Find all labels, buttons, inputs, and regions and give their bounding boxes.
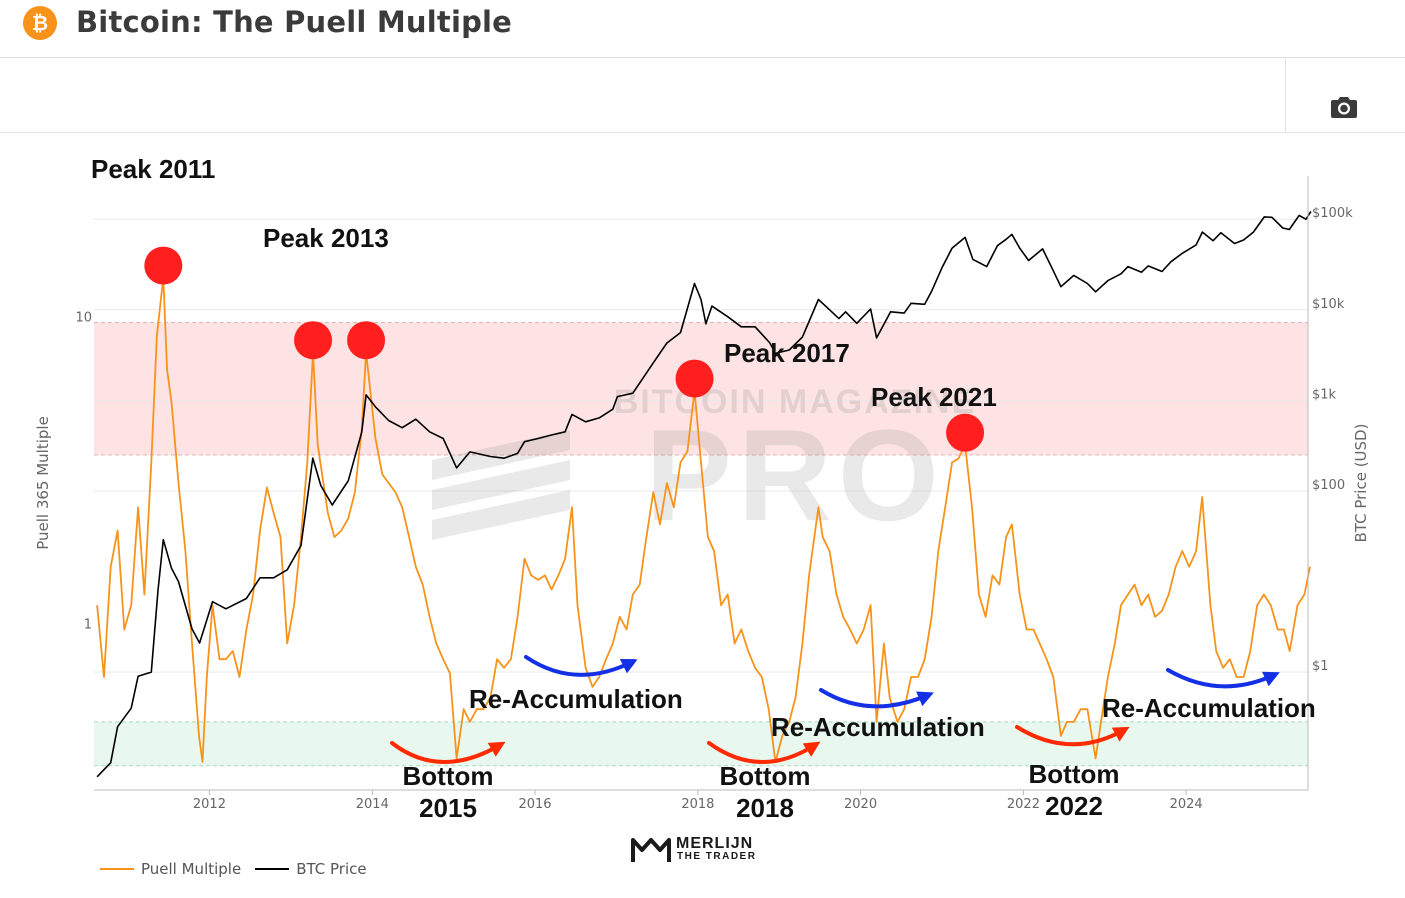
arrow-bottom-2015 [390,741,506,764]
peak-marker-peak-2021 [946,413,985,452]
annotations: Peak 2011 Peak 2013 Peak 2017 Peak 2021 … [91,154,1316,823]
toolbar-divider [1285,58,1286,133]
arrow-reaccumulation-2020 [819,688,934,709]
page-header: ₿ Bitcoin: The Puell Multiple [0,0,1405,58]
label-reaccumulation-2016: Re-Accumulation [469,684,683,714]
merlijn-credit: MERLIJN THE TRADER [630,833,780,867]
legend-item-price[interactable]: BTC Price [255,860,367,878]
y-right-tick-label: $100 [1312,478,1345,493]
label-bottom-2022: Bottom [1029,759,1120,789]
x-tick-label: 2024 [1170,797,1203,812]
y-right-tick-label: $10k [1312,297,1345,312]
peak-marker-peak-2013-b [347,321,386,360]
legend-swatch-price [255,868,290,870]
x-axis-ticks: 2012 2014 2016 2018 2020 2022 2024 [193,790,1203,812]
y-left-tick-label: 1 [84,617,92,632]
chart-legend: Puell Multiple BTC Price [100,860,381,878]
merlijn-logo-icon [631,838,671,862]
merlijn-name: MERLIJN [676,835,754,852]
y-right-tick-label: $1k [1312,387,1337,402]
puell-chart: BITCOIN MAGAZINE PRO 2012 2014 2016 2018 202… [34,154,1370,823]
svg-text:₿: ₿ [32,11,48,35]
legend-item-puell[interactable]: Puell Multiple [100,860,241,878]
legend-label-puell: Puell Multiple [141,860,242,878]
label-peak-2013: Peak 2013 [263,223,389,253]
watermark-text-bottom: PRO [645,402,945,548]
gridlines [94,218,1308,673]
bitcoin-logo-icon: ₿ [23,6,57,40]
peak-marker-peak-2013-a [294,321,333,360]
merlijn-subtitle: THE TRADER [677,851,757,862]
btc-price-line [96,210,1312,778]
watermark: BITCOIN MAGAZINE PRO [432,383,977,548]
x-tick-label: 2012 [193,797,226,812]
x-tick-label: 2022 [1007,797,1040,812]
label-bottom-2018: Bottom [720,761,811,791]
label-peak-2011: Peak 2011 [91,154,215,184]
x-tick-label: 2020 [844,797,877,812]
legend-label-price: BTC Price [296,860,367,878]
x-tick-label: 2014 [356,797,389,812]
camera-icon[interactable] [1329,94,1359,120]
arrow-reaccumulation-2024 [1166,668,1280,689]
band-borders [94,321,1308,767]
arrow-reaccumulation-2016 [524,655,638,677]
label-peak-2021: Peak 2021 [871,382,997,412]
y-axis-right-label: BTC Price (USD) [1352,424,1370,543]
label-bottom-2015-year: 2015 [419,793,477,823]
arrow-bottom-2018 [707,741,821,764]
puell-multiple-line [96,276,1311,763]
annotation-arrows [390,655,1280,764]
page-title: Bitcoin: The Puell Multiple [76,5,513,39]
label-bottom-2018-year: 2018 [736,793,794,823]
chart-toolbar [0,58,1405,133]
peak-markers [144,246,985,452]
label-bottom-2022-year: 2022 [1045,791,1103,821]
axes [94,176,1309,791]
legend-swatch-puell [100,868,134,870]
label-bottom-2015: Bottom [403,761,494,791]
peak-marker-peak-2017 [675,359,714,398]
x-tick-label: 2016 [518,797,551,812]
left-axis-ticks: 10 1 [75,310,92,632]
watermark-logo-icon [432,430,570,540]
peak-marker-peak-2011 [144,246,183,285]
label-reaccumulation-2024: Re-Accumulation [1102,693,1316,723]
right-axis-ticks: $100k $10k $1k $100 $1 [1312,206,1353,674]
y-right-tick-label: $100k [1312,206,1353,221]
y-right-tick-label: $1 [1312,659,1329,674]
arrow-bottom-2022 [1015,725,1130,747]
label-peak-2017: Peak 2017 [724,338,850,368]
y-left-tick-label: 10 [75,310,92,325]
y-axis-left-label: Puell 365 Multiple [34,416,52,550]
watermark-text-top: BITCOIN MAGAZINE [614,383,977,421]
green-band [94,721,1308,766]
x-tick-label: 2018 [681,797,714,812]
label-reaccumulation-2020: Re-Accumulation [771,712,985,742]
